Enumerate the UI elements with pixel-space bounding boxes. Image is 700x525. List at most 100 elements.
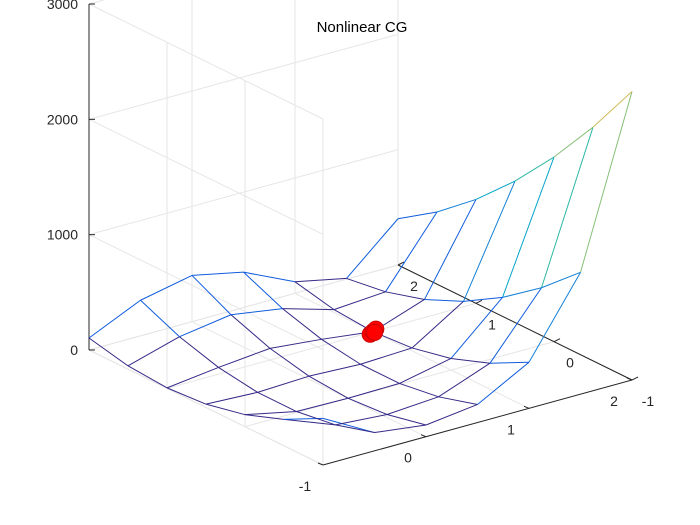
surface-mesh-line <box>424 199 477 300</box>
surface-mesh-line <box>296 411 336 426</box>
iterate-point <box>366 323 384 341</box>
surface-mesh-line <box>127 336 180 367</box>
y-tick-mark <box>631 376 639 381</box>
surface-mesh-line <box>205 391 258 405</box>
x-tick-mark <box>317 462 324 466</box>
surface-mesh-line <box>541 271 581 289</box>
surface-mesh-line <box>283 418 336 426</box>
grid-line <box>88 118 324 235</box>
surface-mesh-line <box>592 91 633 128</box>
surface-mesh-line <box>399 382 439 398</box>
surface-mesh-line <box>347 382 400 399</box>
surface-mesh-line <box>425 403 478 426</box>
surface-mesh-line <box>244 414 285 420</box>
grid-line <box>294 292 530 409</box>
surface-mesh-line <box>347 397 388 415</box>
surface-mesh-line <box>333 291 386 311</box>
surface-mesh-line <box>346 277 386 293</box>
surface-mesh-line <box>450 357 491 364</box>
surface-mesh-line <box>243 271 283 309</box>
surface-mesh-line <box>502 156 555 298</box>
surface-mesh-line <box>205 403 246 416</box>
surface-mesh-line <box>514 156 555 182</box>
surface-mesh-line <box>385 291 425 300</box>
grid-line <box>88 234 324 351</box>
z-tick-label: 0 <box>70 342 78 358</box>
y-tick-label: 0 <box>566 355 574 371</box>
x-tick-label: 1 <box>507 421 515 437</box>
x-tick-mark <box>626 377 633 381</box>
y-tick-mark <box>397 261 405 266</box>
grid-lines <box>88 0 639 466</box>
x-tick-label: 2 <box>610 393 618 409</box>
surface-mesh-line <box>477 361 530 405</box>
surface-mesh-line <box>502 287 542 298</box>
surface-mesh-line <box>230 314 271 349</box>
surface-mesh-line <box>282 308 335 311</box>
surface-mesh-line <box>308 375 349 399</box>
z-tick-label: 1000 <box>47 227 78 243</box>
x-tick-mark <box>523 405 530 409</box>
surface-mesh-line <box>166 387 207 405</box>
surface-mesh-line <box>411 300 464 349</box>
surface-mesh-line <box>463 296 503 302</box>
surface-mesh-line <box>321 338 361 365</box>
surface-mesh-line <box>230 308 283 316</box>
surface-mesh-line <box>489 361 530 364</box>
surface-mesh-line <box>282 308 322 340</box>
surface-mesh-line <box>191 271 244 276</box>
y-tick-label: -1 <box>642 393 655 409</box>
y-tick-mark <box>553 338 561 343</box>
surface-mesh-line <box>244 411 297 416</box>
surface-mesh-line <box>386 414 427 426</box>
surface-mesh-line <box>346 218 399 279</box>
surface-mesh-line <box>296 397 349 413</box>
surface-mesh-line <box>257 391 297 412</box>
surface-mesh-line <box>140 299 180 338</box>
surface-mesh-line <box>243 271 296 283</box>
y-axis-line <box>397 264 633 381</box>
x-axis-line <box>322 379 633 466</box>
surface-mesh-line <box>360 347 413 365</box>
grid-line <box>88 349 324 466</box>
grid-line <box>244 341 555 428</box>
iterate-points <box>361 320 385 343</box>
surface-mesh-line <box>580 91 633 273</box>
surface-mesh-line <box>166 366 219 389</box>
surface-mesh-line <box>335 414 388 426</box>
surface-mesh-line <box>424 298 464 302</box>
grid-line <box>88 33 399 120</box>
surface-mesh-line <box>438 362 491 398</box>
y-tick-label: 1 <box>488 316 496 332</box>
surface-mesh-line <box>218 347 271 368</box>
surface-mesh-line <box>257 375 310 393</box>
tick-labels: -1 0 1 2 -1 0 1 2 0 1000 2000 3000 <box>47 0 655 494</box>
surface-mesh-line <box>269 347 310 377</box>
surface-mesh-line <box>294 277 347 283</box>
grid-line <box>191 321 427 438</box>
surface-mesh-line <box>541 127 594 288</box>
surface-mesh-line <box>294 281 335 311</box>
surface-mesh-line <box>374 424 427 434</box>
surface-mesh-line <box>528 272 581 363</box>
y-tick-mark <box>475 299 483 304</box>
surface-mesh-line <box>269 338 322 349</box>
grid-line <box>88 3 324 120</box>
grid-line <box>88 149 399 236</box>
surface-mesh-line <box>450 297 503 359</box>
grid-line <box>88 264 399 351</box>
surface-mesh-line <box>436 198 477 213</box>
surface-mesh-line <box>463 180 516 302</box>
surface-mesh-line <box>399 358 452 384</box>
surface-mesh-line <box>438 396 478 405</box>
grid-line <box>166 302 477 389</box>
x-tick-label: 0 <box>404 450 412 466</box>
surface-mesh-line <box>360 363 400 384</box>
surface-mesh-line <box>88 299 141 339</box>
chart-title: Nonlinear CG <box>317 19 408 36</box>
z-tick-label: 2000 <box>47 111 78 127</box>
surface-mesh-line <box>127 365 168 389</box>
surface-mesh-line <box>218 366 258 393</box>
y-tick-label: 2 <box>410 278 418 294</box>
